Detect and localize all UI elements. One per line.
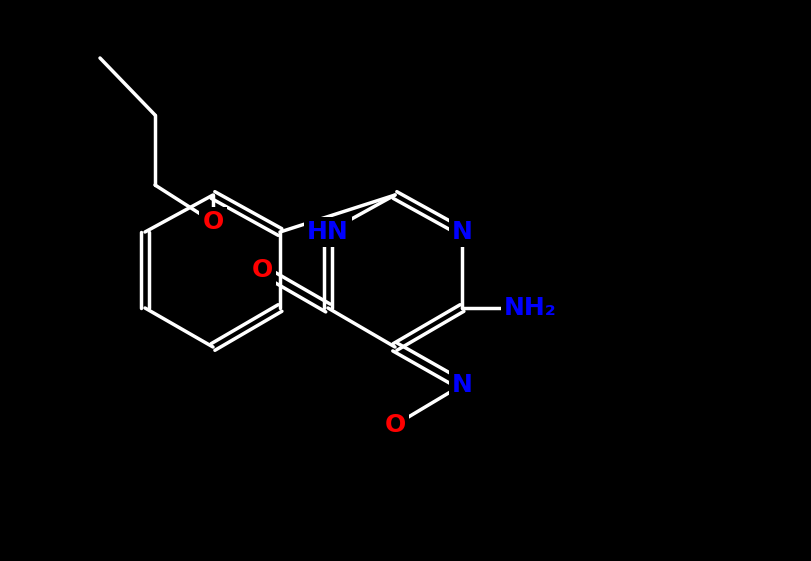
Text: O: O — [251, 258, 272, 282]
Text: HN: HN — [307, 220, 349, 244]
Text: N: N — [451, 373, 472, 397]
Text: N: N — [451, 220, 472, 244]
Text: O: O — [202, 210, 223, 234]
Text: NH₂: NH₂ — [503, 296, 556, 320]
Text: O: O — [384, 413, 406, 437]
